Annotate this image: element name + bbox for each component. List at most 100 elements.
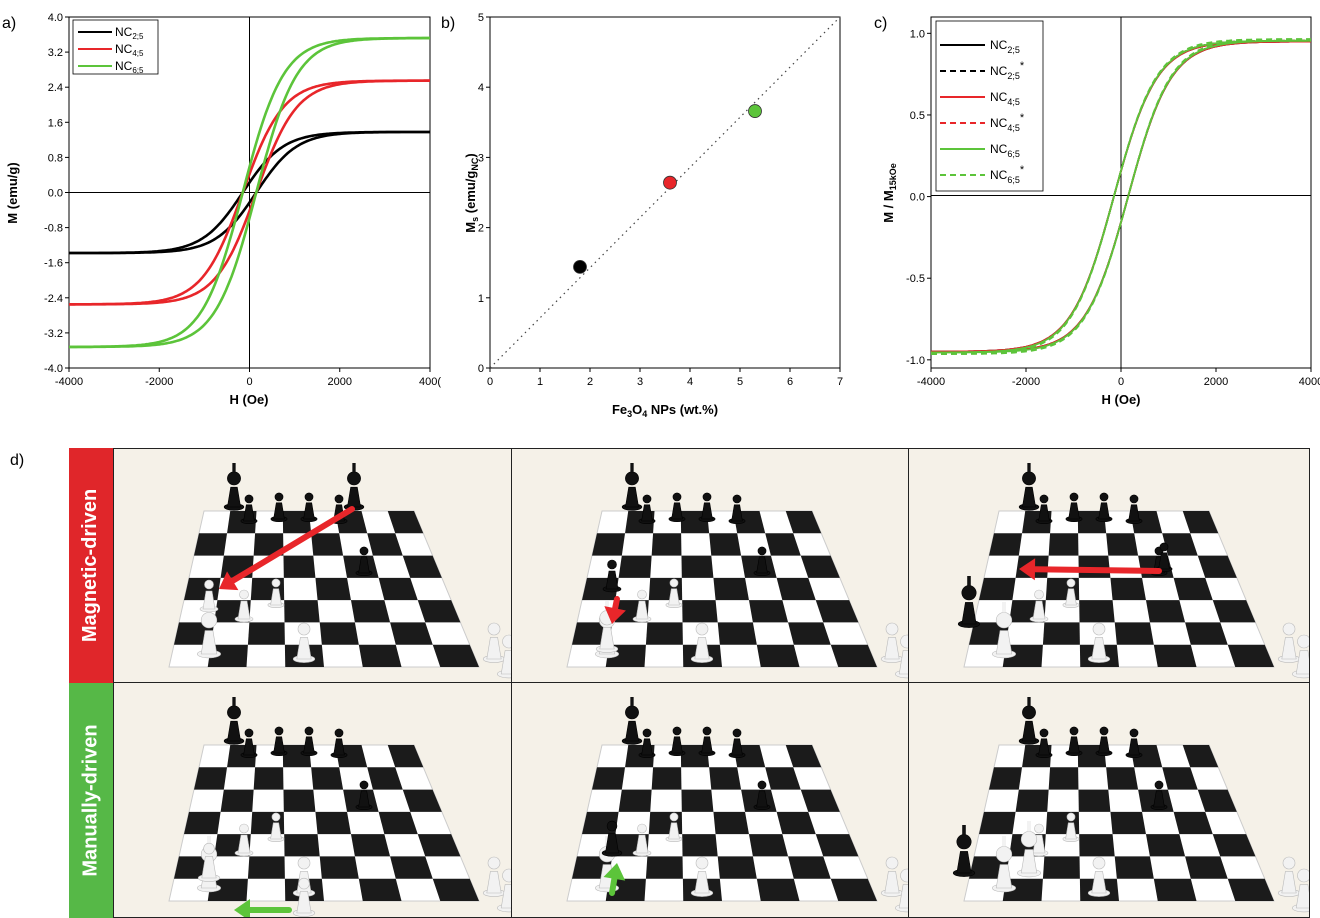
white-rook-piece	[482, 856, 506, 897]
board-square	[1197, 789, 1237, 812]
board-square	[194, 533, 228, 556]
white-pawn-piece	[267, 812, 285, 843]
black-pawn-piece	[753, 546, 771, 577]
x-tick-label: 5	[737, 376, 743, 388]
board-square	[1110, 577, 1146, 601]
black-king-piece	[223, 463, 245, 511]
y-tick-label: -3.2	[44, 328, 63, 340]
black-pawn-piece	[300, 492, 318, 523]
white-pawn-piece	[632, 823, 652, 857]
board-square	[184, 577, 221, 601]
black-pawn-piece	[668, 726, 686, 757]
black-pawn-piece	[601, 820, 623, 857]
board-square	[194, 767, 228, 790]
board-square	[1153, 878, 1197, 901]
black-pawn-piece	[1150, 780, 1168, 811]
board-square	[756, 644, 800, 667]
white-rook-piece	[690, 622, 714, 663]
y-tick-label: -1.0	[906, 355, 925, 367]
board-square	[417, 600, 461, 623]
black-pawn-piece	[1155, 542, 1173, 573]
panel-a: a) -4000 -2000 0 2000 400(4.0 3.2 2.4 1.6 0.8 0.0…	[2, 12, 441, 407]
black-pawn-piece	[698, 492, 716, 523]
board-square	[1002, 878, 1043, 901]
board-square	[748, 600, 789, 623]
board-square	[390, 622, 433, 645]
board-square	[319, 856, 359, 879]
black-king-piece	[621, 697, 643, 745]
movement-arrow	[234, 899, 292, 917]
white-pawn-piece	[197, 842, 221, 882]
white-rook-piece	[497, 634, 511, 679]
panel-c-label: c)	[874, 15, 887, 32]
panel-a-ticks: -4000 -2000 0 2000 400(4.0 3.2 2.4 1.6 0.8 0.0 -0.…	[44, 12, 441, 388]
board-square	[709, 533, 742, 556]
board-square	[387, 511, 424, 534]
black-king-piece	[1018, 463, 1040, 511]
series-1-descending-line	[69, 130, 430, 255]
board-square	[681, 555, 714, 578]
board-square	[1173, 811, 1213, 835]
white-king-piece	[1017, 821, 1042, 878]
black-king-piece	[621, 463, 643, 511]
board-square	[417, 834, 461, 857]
panel-c-ticks: -4000 -2000 0 2000 4000 1.0 0.5 0.0 -0.5 -1.0	[906, 28, 1320, 388]
board-square	[402, 789, 442, 812]
black-pawn-piece	[240, 494, 258, 525]
legend-box	[935, 20, 1044, 192]
black-pawn-piece	[1065, 492, 1083, 523]
board-square	[1227, 644, 1274, 667]
chess-pieces	[197, 463, 511, 679]
x-tick-label: 2	[587, 376, 593, 388]
board-square	[1145, 834, 1186, 857]
panel-a-label: a)	[2, 15, 16, 32]
photo-magnetic-2	[511, 448, 909, 683]
y-tick-label: -0.8	[44, 223, 63, 235]
board-square	[1110, 811, 1146, 835]
x-tick-label: 6	[787, 376, 793, 388]
y-tick-label: 1.6	[48, 117, 63, 129]
board-square	[432, 644, 479, 667]
white-rook-piece	[690, 856, 714, 897]
movement-arrow	[603, 863, 626, 896]
board-square	[378, 577, 418, 601]
y-tick-label: 0.0	[910, 192, 925, 204]
row-label-manual-text: Manually-driven	[79, 724, 102, 877]
board-square	[247, 622, 285, 645]
board-square	[979, 811, 1016, 835]
scatter-point-1	[573, 260, 587, 274]
black-pawn-piece	[355, 546, 373, 577]
panel-c-ylabel: M / M15kOe	[881, 163, 898, 223]
board-square	[756, 878, 800, 901]
board-square	[367, 533, 403, 556]
scatter-point-3	[748, 104, 762, 118]
board-square	[776, 577, 816, 601]
board-square	[1162, 767, 1198, 790]
board-square	[765, 533, 801, 556]
board-square	[253, 767, 284, 790]
x-tick-label: 7	[837, 376, 843, 388]
panel-a-xlabel: H (Oe)	[230, 392, 269, 407]
y-tick-label: 0.8	[48, 152, 63, 164]
black-pawn-piece	[1035, 728, 1053, 759]
legend-entry: NC4;5	[115, 42, 144, 58]
white-pawn-piece	[1062, 812, 1080, 843]
board-square	[645, 622, 683, 645]
board-square	[1182, 511, 1219, 534]
board-square	[247, 856, 285, 879]
y-tick-label: 1	[478, 293, 484, 305]
y-tick-label: 3.2	[48, 47, 63, 59]
board-square	[800, 555, 840, 578]
scatter-point-2	[663, 175, 677, 190]
y-tick-label: 4.0	[48, 12, 63, 24]
black-pawn-piece	[698, 726, 716, 757]
x-tick-label: -2000	[1012, 376, 1040, 388]
black-king-piece	[952, 825, 976, 877]
y-tick-label: 2	[478, 223, 484, 235]
board-square	[765, 767, 801, 790]
x-tick-label: 4000	[1299, 376, 1320, 388]
board-square	[1114, 622, 1154, 645]
black-pawn-piece	[728, 728, 746, 759]
x-tick-label: 4	[687, 376, 693, 388]
